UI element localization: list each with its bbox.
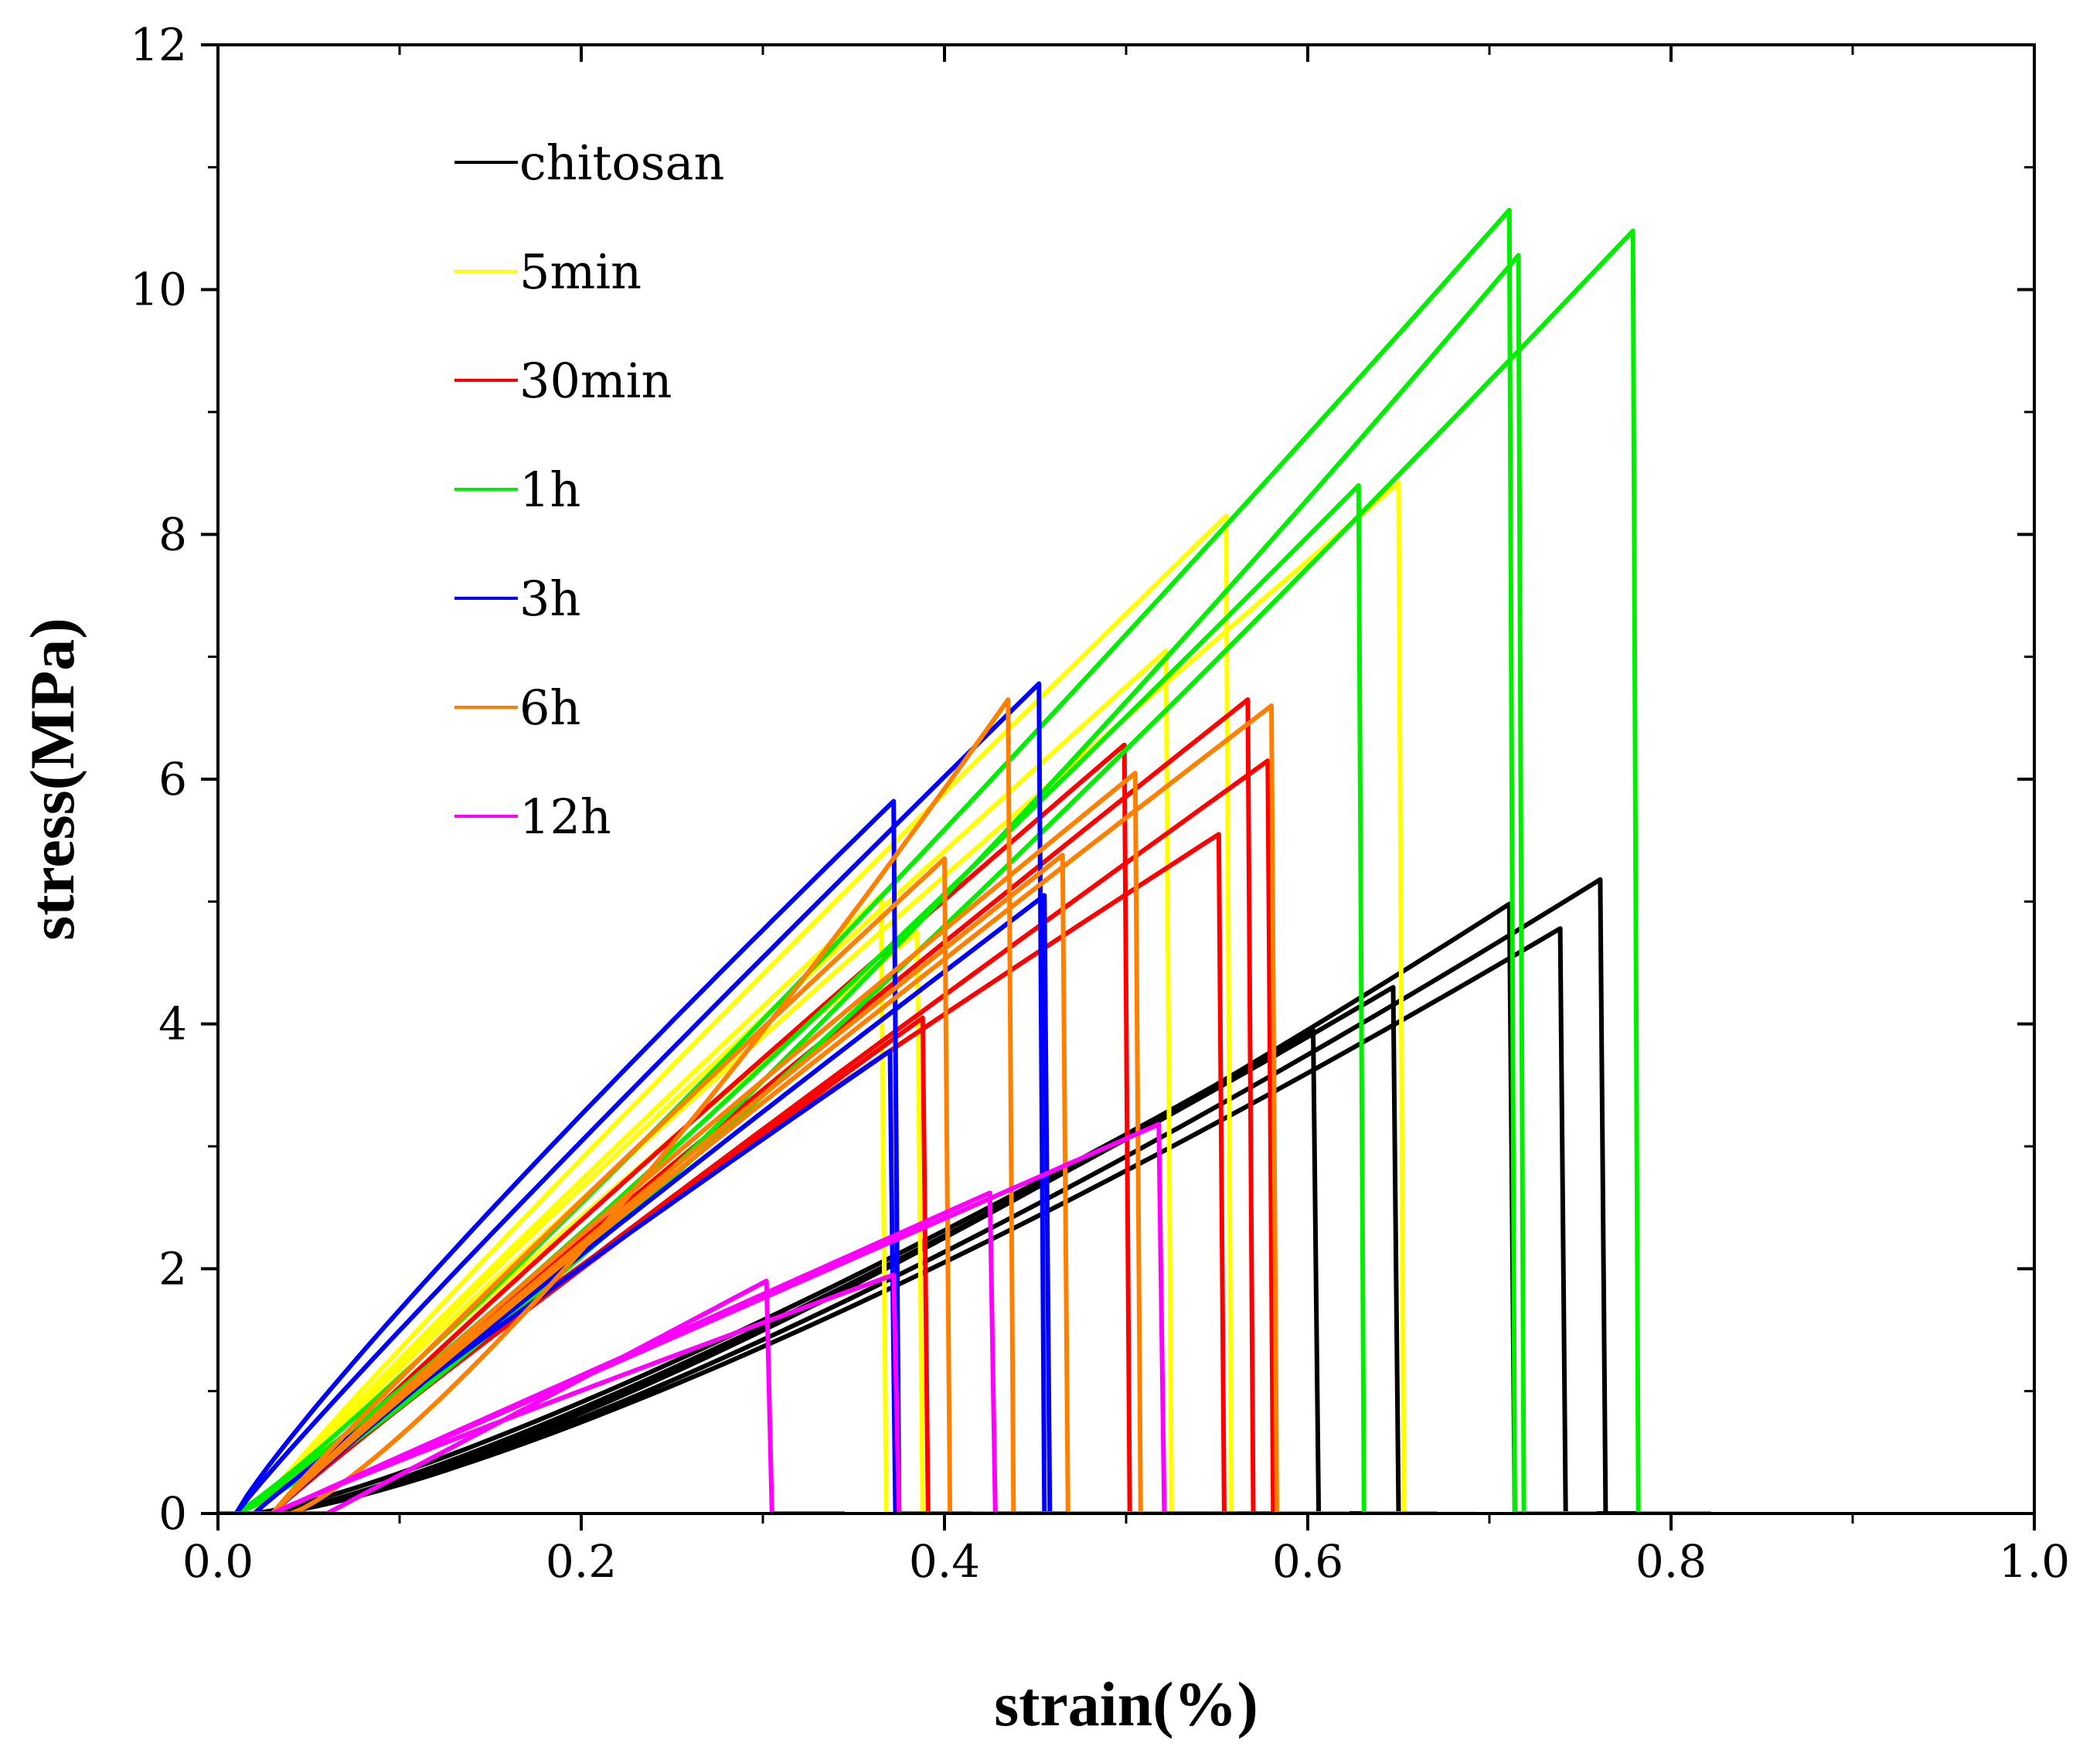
y-tick-label: 10 bbox=[130, 264, 187, 316]
ticks-layer: 0.0 0.2 0.4 0.6 0.8 1.0 0 2 4 6 8 10 12 bbox=[130, 19, 2070, 1588]
specimen-curve bbox=[218, 648, 1244, 1514]
specimen-curve bbox=[218, 985, 1472, 1514]
y-tick-label: 2 bbox=[158, 1242, 187, 1295]
legend-label-30min: 30min bbox=[519, 352, 672, 409]
y-axis-title: stress(MPa) bbox=[17, 618, 87, 940]
specimen-curve bbox=[218, 1279, 845, 1514]
specimen-curve bbox=[218, 1122, 1237, 1514]
y-tick-label: 8 bbox=[158, 508, 187, 560]
series-12h bbox=[218, 1122, 1237, 1514]
y-tick-label: 12 bbox=[130, 19, 187, 71]
specimen-curve bbox=[218, 513, 1305, 1514]
x-tick-label: 0.2 bbox=[546, 1535, 617, 1588]
specimen-curve bbox=[218, 798, 972, 1514]
y-tick-label: 6 bbox=[158, 753, 187, 805]
y-tick-label: 4 bbox=[158, 998, 187, 1050]
x-tick-label: 0.4 bbox=[909, 1535, 980, 1588]
legend-label-5min: 5min bbox=[519, 243, 642, 300]
series-6h bbox=[218, 697, 1350, 1514]
legend-label-chitosan: chitosan bbox=[519, 134, 724, 191]
x-tick-label: 0.0 bbox=[182, 1535, 254, 1588]
specimen-curve bbox=[218, 681, 1118, 1514]
legend-label-12h: 12h bbox=[519, 788, 611, 845]
specimen-curve bbox=[218, 703, 1350, 1514]
specimen-curve bbox=[218, 697, 1087, 1514]
specimen-curve bbox=[218, 480, 1477, 1514]
series-layer bbox=[218, 207, 1711, 1514]
specimen-curve bbox=[218, 742, 1203, 1514]
specimen-curve bbox=[218, 771, 1213, 1514]
legend: chitosan 5min 30min 1h 3h 6h 12h bbox=[454, 134, 724, 845]
x-tick-label: 1.0 bbox=[1999, 1535, 2070, 1588]
x-axis-title: strain(%) bbox=[994, 1669, 1258, 1739]
x-tick-label: 0.8 bbox=[1635, 1535, 1707, 1588]
x-tick-label: 0.6 bbox=[1272, 1535, 1343, 1588]
specimen-curve bbox=[218, 856, 1023, 1514]
legend-label-6h: 6h bbox=[519, 679, 580, 736]
legend-label-3h: 3h bbox=[519, 570, 580, 627]
legend-label-1h: 1h bbox=[519, 461, 580, 518]
specimen-curve bbox=[218, 901, 1588, 1514]
y-tick-label: 0 bbox=[158, 1487, 187, 1540]
